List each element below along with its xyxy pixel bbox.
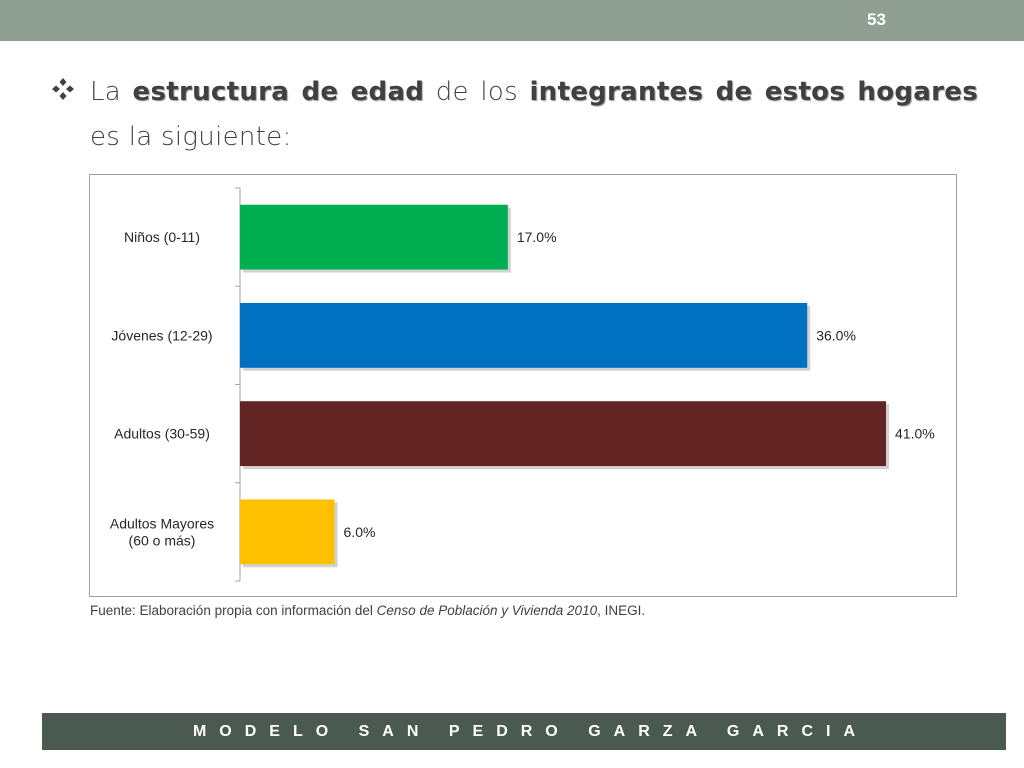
intro-text-3: es la siguiente: [90,122,292,152]
source-suffix: , INEGI. [597,603,646,618]
category-label-line: Adultos Mayores [110,515,214,531]
category-label: Niños (0-11) [124,229,200,245]
top-bar: 53 [0,0,1024,41]
diamond-bullet-icon [52,78,74,100]
category-label-line: Adultos (30-59) [114,426,210,442]
intro-text: La estructura de edad de los integrantes… [90,70,978,160]
source-note: Fuente: Elaboración propia con informaci… [90,603,645,618]
intro-text-1: La [90,77,133,107]
bar-3 [240,401,886,467]
value-label: 17.0% [517,229,557,245]
value-label: 36.0% [816,327,856,343]
footer-bar: MODELO SAN PEDRO GARZA GARCIA [42,713,1006,750]
intro-text-2: de los [424,77,530,107]
source-prefix: Fuente: Elaboración propia con informaci… [90,603,377,618]
bar-chart: 17.0% Niños (0-11) 36.0% Jóvenes (12-29) 41.… [89,174,957,597]
chart-canvas: 17.0% Niños (0-11) 36.0% Jóvenes (12-29) 41.… [110,187,935,582]
footer-text: MODELO SAN PEDRO GARZA GARCIA [192,723,869,740]
category-label: Adultos (30-59) [114,426,210,442]
intro-bold-1: estructura de edad [132,77,425,107]
value-label: 41.0% [895,426,935,442]
source-italic: Censo de Población y Vivienda 2010 [376,603,598,618]
intro-bold-2: integrantes de estos hogares [529,77,978,107]
category-label-line: Jóvenes (12-29) [111,327,212,343]
category-label: Jóvenes (12-29) [111,327,212,343]
category-label: Adultos Mayores (60 o más) [110,515,214,548]
bar-2 [240,302,808,368]
bar-4 [240,499,335,565]
page-number: 53 [867,10,886,29]
bar-1 [240,204,508,270]
value-label: 6.0% [344,524,376,540]
category-label-line: Niños (0-11) [124,229,200,245]
category-label-line: (60 o más) [129,532,196,548]
